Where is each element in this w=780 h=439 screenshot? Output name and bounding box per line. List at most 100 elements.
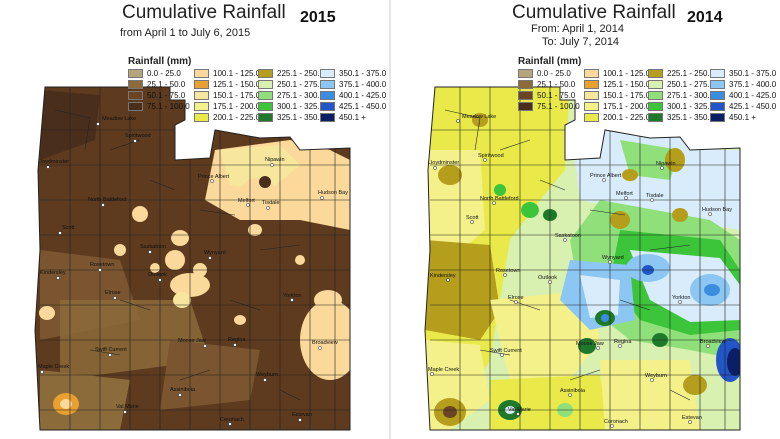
town-label-melfort: Melfort [616,191,633,197]
map-panel-2014: Cumulative Rainfall 2014 From: April 1, … [390,0,780,439]
town-label-meadow-lake: Meadow Lake [462,114,496,120]
legend-swatch [584,102,599,111]
legend-label: 100.1 - 125.0 [603,69,651,78]
town-label-estevan: Estevan [292,412,312,418]
legend-label: 75.1 - 100.0 [537,102,580,111]
legend: 0.0 - 25.0 25.1 - 50.0 50.1 - 75.0 75.1 … [128,68,386,124]
legend-swatch [258,91,273,100]
town-labels: Meadow Lake Lloydminster Spiritwood Prin… [428,114,732,428]
legend-swatch [194,69,209,78]
legend-title: Rainfall (mm) [128,56,192,67]
town-label-wynyard: Wynyard [204,250,226,256]
legend-label: 250.1 - 275.0 [667,80,715,89]
legend-swatch [258,102,273,111]
town-label-kindersley: Kindersley [430,273,456,279]
rm-boundaries [430,87,740,430]
legend-swatch [128,69,143,78]
map-year: 2014 [687,9,723,26]
town-label-hudson-bay: Hudson Bay [318,190,348,196]
legend-label: 400.1 - 425.0 [729,91,777,100]
rainfall-map-2015: Meadow Lake Lloydminster Spiritwood Prin… [34,86,351,431]
map-panel-2015: Cumulative Rainfall 2015 from April 1 to… [34,2,386,431]
legend-label: 300.1 - 325.0 [667,102,715,111]
town-label-weyburn: Weyburn [645,373,667,379]
legend-swatch [194,80,209,89]
town-label-kindersley: Kindersley [40,270,66,276]
legend-label: 375.1 - 400.0 [729,80,777,89]
town-labels: Meadow Lake Lloydminster Spiritwood Prin… [38,116,348,426]
town-label-broadview: Broadview [312,340,338,346]
legend-label: 450.1 + [729,113,756,122]
map-subtitle-from: From: April 1, 2014 [531,23,624,35]
town-label-hudson-bay: Hudson Bay [702,207,732,213]
legend-swatch [648,69,663,78]
town-label-coronach: Coronach [604,419,628,425]
legend-swatch [648,91,663,100]
legend-swatch [518,91,533,100]
town-label-assiniboia: Assiniboia [560,388,586,394]
town-label-swift-current: Swift Current [490,348,522,354]
legend-swatch [194,102,209,111]
legend-swatch [518,69,533,78]
legend-swatch [648,113,663,122]
legend-label: 0.0 - 25.0 [147,69,181,78]
legend-label: 425.1 - 450.0 [339,102,387,111]
legend-label: 175.1 - 200.0 [603,102,651,111]
legend-swatch [710,91,725,100]
town-label-moose-jaw: Moose Jaw [178,338,206,344]
town-label-assiniboia: Assiniboia [170,387,196,393]
legend-swatch [710,102,725,111]
town-label-scott: Scott [466,215,479,221]
map-subtitle: from April 1 to July 6, 2015 [120,27,251,39]
town-label-yorkton: Yorkton [672,295,690,301]
rainfall-map-2014: Meadow Lake Lloydminster Spiritwood Prin… [424,86,741,431]
town-label-tisdale: Tisdale [262,200,280,206]
legend-swatch [128,80,143,89]
legend-label: 275.1 - 300.0 [667,91,715,100]
town-label-north-battleford: North Battleford [88,197,127,203]
town-label-lloydminster: Lloydminster [428,160,459,166]
legend-swatch [194,113,209,122]
legend-swatch [518,102,533,111]
legend-label: 125.1 - 150.0 [603,80,651,89]
legend-swatch [584,80,599,89]
legend-swatch [584,69,599,78]
legend-swatch [710,113,725,122]
legend-label: 0.0 - 25.0 [537,69,571,78]
legend-label: 350.1 - 375.0 [339,69,387,78]
map-title: Cumulative Rainfall [122,2,286,23]
town-label-melfort: Melfort [238,198,255,204]
town-label-elrose: Elrose [105,290,121,296]
legend-swatch [320,113,335,122]
legend-swatch [320,102,335,111]
town-label-prince-albert: Prince Albert [590,173,622,179]
town-label-wynyard: Wynyard [602,255,624,261]
town-label-outlook: Outlook [538,275,557,281]
map-subtitle-to: To: July 7, 2014 [542,36,620,48]
town-label-nipawin: Nipawin [265,157,285,163]
legend-label: 450.1 + [339,113,366,122]
legend-swatch [710,69,725,78]
town-label-nipawin: Nipawin [656,161,676,167]
town-label-maple-creek: Maple Creek [38,364,69,370]
region-outline [424,86,741,431]
town-label-val-marie: Val Marie [508,407,531,413]
legend-label: 25.1 - 50.0 [147,80,186,89]
town-label-swift-current: Swift Current [95,347,127,353]
town-label-regina: Regina [614,339,632,345]
town-label-spiritwood: Spiritwood [478,153,504,159]
map-year: 2015 [300,9,336,26]
legend-label: 125.1 - 150.0 [213,80,261,89]
town-label-saskatoon: Saskatoon [140,244,166,250]
legend-label: 150.1 - 175.0 [603,91,651,100]
legend-label: 325.1 - 350.0 [667,113,715,122]
region-outline [34,86,351,431]
town-label-tisdale: Tisdale [646,193,664,199]
town-label-yorkton: Yorkton [283,293,301,299]
legend-label: 100.1 - 125.0 [213,69,261,78]
town-label-rosetown: Rosetown [496,268,520,274]
town-label-val-marie: Val Marie [116,404,139,410]
town-label-weyburn: Weyburn [256,372,278,378]
town-label-scott: Scott [62,225,75,231]
legend-label: 225.1 - 250.0 [277,69,325,78]
